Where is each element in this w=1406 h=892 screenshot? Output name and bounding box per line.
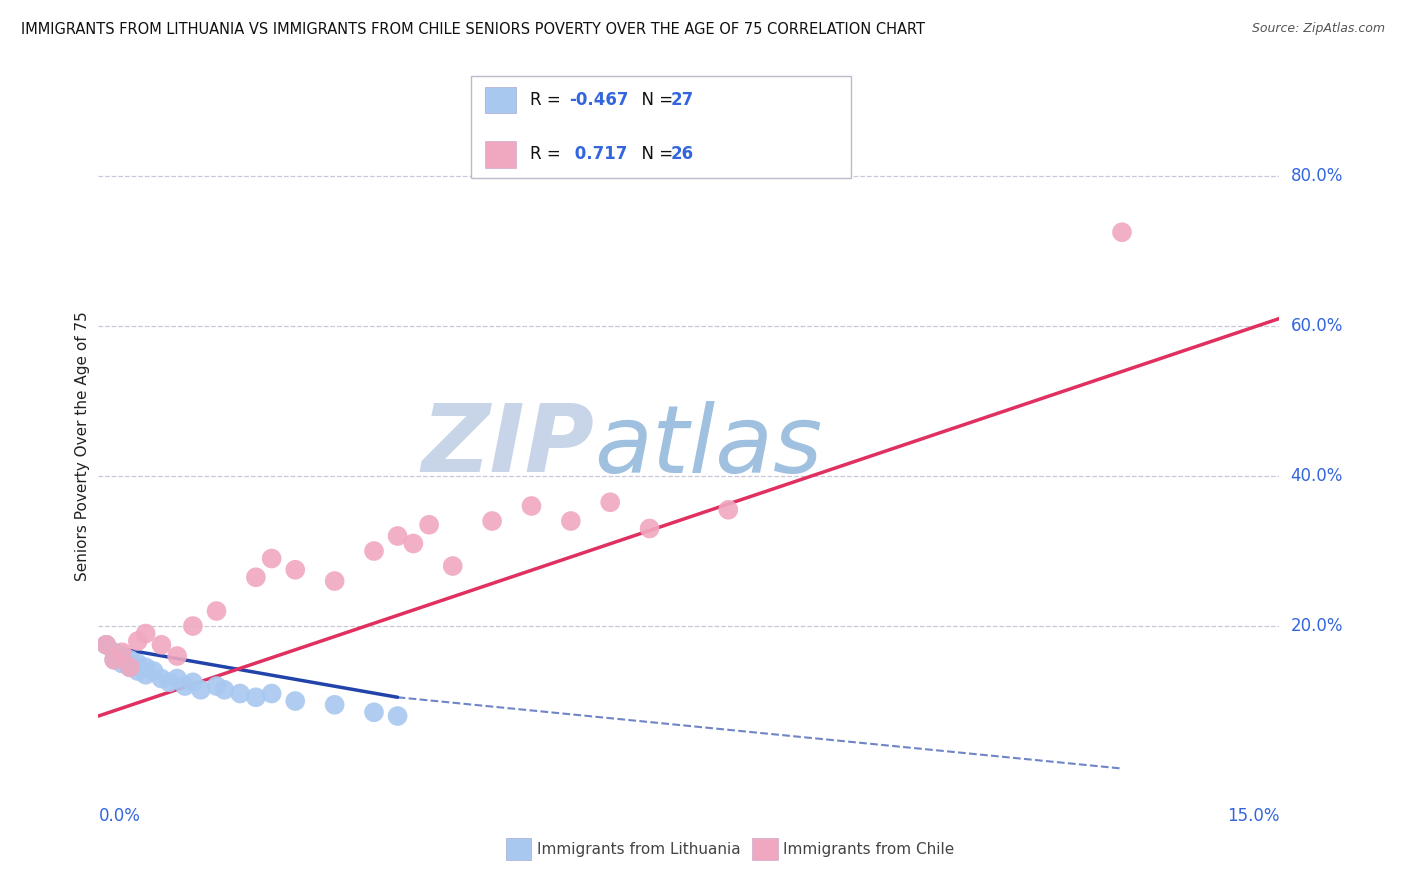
Point [135,660,157,674]
Text: N =: N = [631,91,679,109]
Text: 26: 26 [671,145,693,163]
Point [260,551,283,566]
Point [157,675,180,690]
Point [127,657,149,671]
Text: Immigrants from Lithuania: Immigrants from Lithuania [537,842,741,856]
Point [174,679,197,693]
Point [229,687,252,701]
Point [150,638,173,652]
Text: 40.0%: 40.0% [1291,467,1343,485]
Point [638,521,661,535]
Point [323,698,346,712]
Text: 0.717: 0.717 [569,145,628,163]
Point [599,495,621,509]
Point [387,709,409,723]
Point [245,570,267,584]
Point [135,626,157,640]
Y-axis label: Seniors Poverty Over the Age of 75: Seniors Poverty Over the Age of 75 [75,311,90,581]
Point [387,529,409,543]
Point [127,664,149,678]
Point [111,648,134,663]
Point [118,660,141,674]
Point [560,514,582,528]
Point [166,672,188,686]
Point [181,619,204,633]
Point [1111,225,1133,239]
Point [166,648,188,663]
Text: IMMIGRANTS FROM LITHUANIA VS IMMIGRANTS FROM CHILE SENIORS POVERTY OVER THE AGE : IMMIGRANTS FROM LITHUANIA VS IMMIGRANTS … [21,22,925,37]
Point [111,657,134,671]
Point [214,682,236,697]
Text: -0.467: -0.467 [569,91,628,109]
Point [520,499,543,513]
Point [284,694,307,708]
Text: ZIP: ZIP [422,400,595,492]
Point [284,563,307,577]
Text: 60.0%: 60.0% [1291,317,1343,335]
Text: 27: 27 [671,91,695,109]
Text: N =: N = [631,145,679,163]
Point [260,687,283,701]
Point [481,514,503,528]
Text: R =: R = [530,91,567,109]
Point [418,517,440,532]
Point [142,664,165,678]
Point [111,645,134,659]
Point [245,690,267,705]
Point [190,682,212,697]
Point [103,653,125,667]
Point [363,706,385,720]
Point [96,638,118,652]
Text: Source: ZipAtlas.com: Source: ZipAtlas.com [1251,22,1385,36]
Point [205,604,228,618]
Text: 20.0%: 20.0% [1291,617,1343,635]
Point [103,645,125,659]
Point [717,502,740,516]
Point [323,574,346,588]
Point [103,653,125,667]
Text: Immigrants from Chile: Immigrants from Chile [783,842,955,856]
Point [118,660,141,674]
Point [96,638,118,652]
Point [402,536,425,550]
Point [205,679,228,693]
Point [363,544,385,558]
Point [441,559,464,574]
Text: 15.0%: 15.0% [1227,806,1279,824]
Point [118,653,141,667]
Text: 80.0%: 80.0% [1291,167,1343,185]
Point [150,672,173,686]
Point [135,667,157,681]
Text: R =: R = [530,145,567,163]
Point [181,675,204,690]
Text: atlas: atlas [595,401,823,491]
Text: 0.0%: 0.0% [98,806,141,824]
Point [127,634,149,648]
